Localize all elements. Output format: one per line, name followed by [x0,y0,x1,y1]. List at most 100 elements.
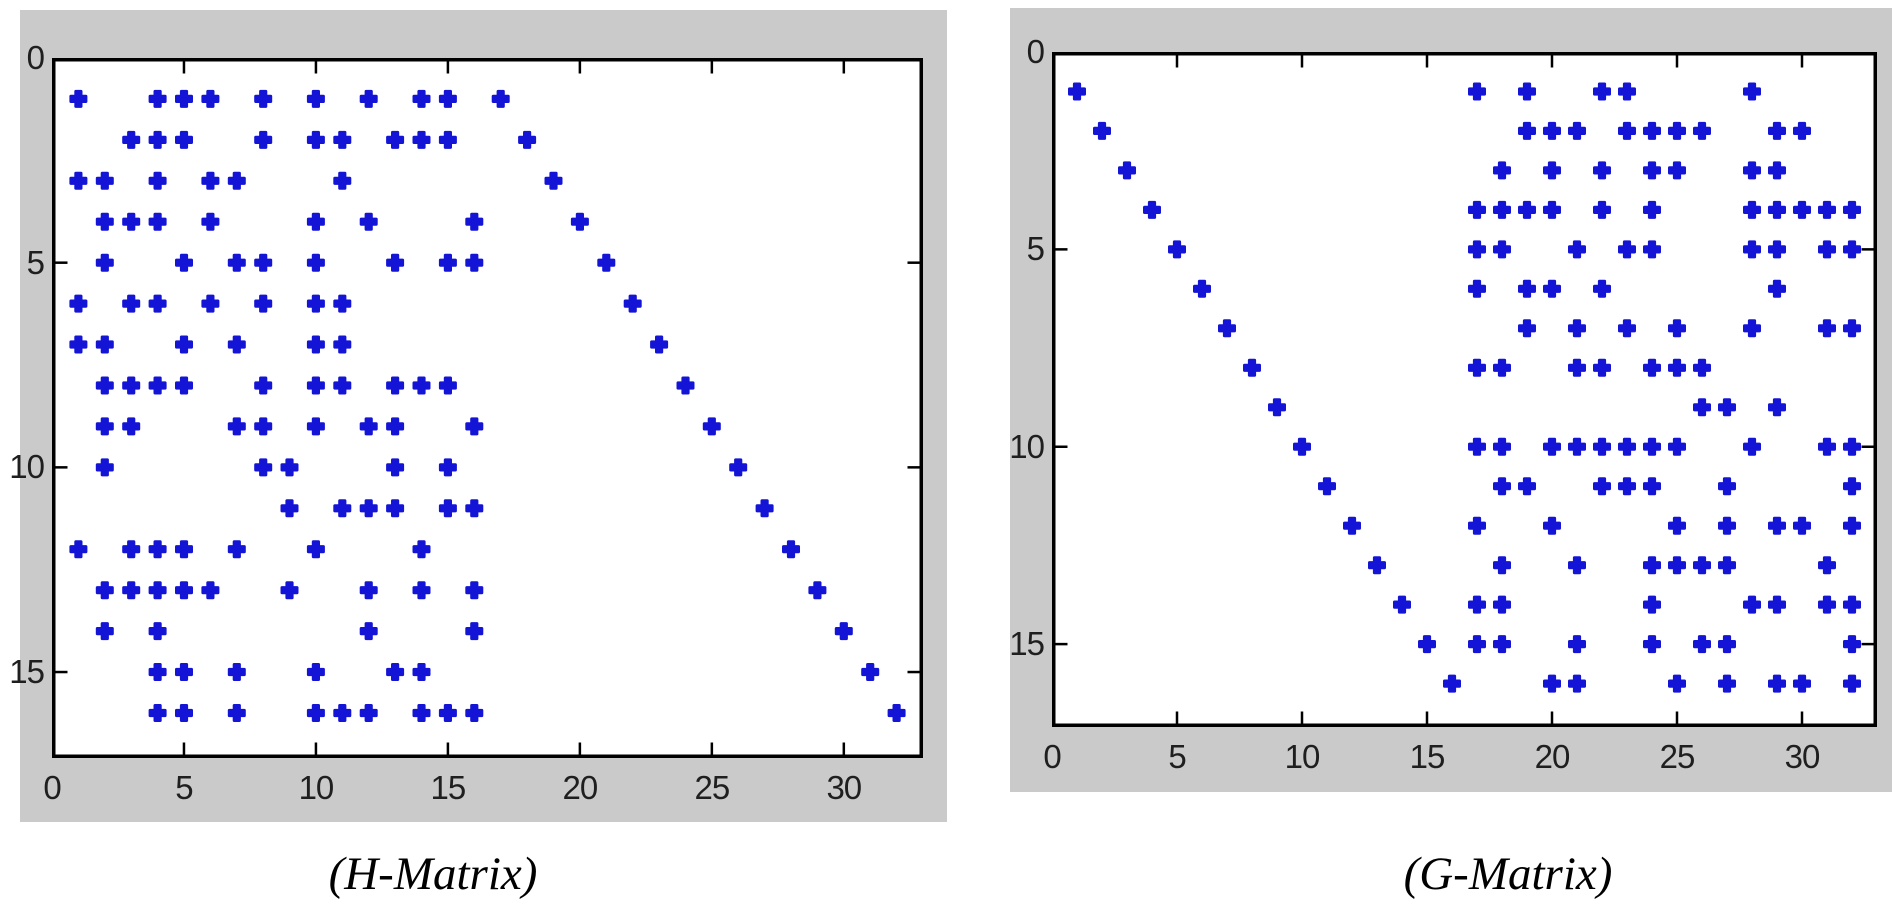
y-tick-label: 10 [9,448,45,486]
data-point [1743,82,1761,101]
data-point [1368,556,1386,575]
data-point [175,540,193,559]
data-point [465,253,484,272]
data-point [148,581,167,600]
data-point [1593,82,1611,101]
data-point [1668,674,1686,693]
data-point [1518,477,1536,496]
data-point [1793,121,1811,140]
data-point [386,253,405,272]
data-point [1768,398,1786,417]
data-point [1643,200,1661,219]
x-tick-label: 20 [562,769,599,806]
data-point [254,376,273,395]
data-point [1518,82,1536,101]
data-point [1843,200,1861,219]
data-point [1818,595,1836,614]
data-point [1643,161,1661,180]
data-point [1593,358,1611,377]
data-point [1493,437,1511,456]
data-point [1443,674,1461,693]
data-point [438,499,457,518]
data-point [386,663,405,681]
data-point [1493,556,1511,575]
y-tick-label: 15 [9,653,45,691]
data-point [227,171,246,190]
data-point [306,212,325,231]
x-tick-label: 15 [1409,738,1446,775]
data-point [122,540,141,559]
data-point [1743,595,1761,614]
data-point [175,130,193,149]
data-point [438,704,457,722]
data-point [438,458,457,477]
data-point [1468,200,1486,219]
data-point [1743,200,1761,219]
data-point [1493,358,1511,377]
data-point [1468,437,1486,456]
data-point [1768,161,1786,180]
data-point [1568,556,1586,575]
data-point [1468,516,1486,535]
data-point [201,581,220,600]
data-point [175,253,193,272]
data-point [306,376,325,395]
data-point [201,171,220,190]
data-point [1493,240,1511,259]
data-point [465,499,484,518]
data-point [306,335,325,354]
data-point [122,294,141,313]
data-point [359,581,378,600]
data-point [69,294,88,313]
data-point [254,89,273,108]
data-point [306,704,325,722]
data-point [175,335,193,354]
data-point [1193,279,1211,298]
data-point [1543,161,1561,180]
data-point [1543,516,1561,535]
data-point [148,89,167,108]
data-point [1818,200,1836,219]
data-point [1418,635,1436,654]
data-point [306,89,325,108]
data-point [306,130,325,149]
data-point [1768,200,1786,219]
axis-tick-marks [1055,55,1874,724]
data-point [1768,595,1786,614]
data-point [254,458,273,477]
data-point [359,212,378,231]
data-point [1168,240,1186,259]
data-point [1693,398,1711,417]
x-tick-label: 0 [1043,738,1061,775]
data-point [1768,121,1786,140]
data-point [69,171,88,190]
data-point [122,376,141,395]
data-point [1668,358,1686,377]
data-point [95,253,114,272]
data-point [1493,635,1511,654]
y-tick-label: 0 [26,39,45,76]
data-point [438,376,457,395]
scatter-points [1068,82,1861,693]
data-point [227,335,246,354]
data-point [412,130,431,149]
data-point [1643,477,1661,496]
data-point [280,499,299,518]
data-point [412,376,431,395]
data-point [1843,319,1861,338]
data-point [1493,477,1511,496]
data-point [148,130,167,149]
data-point [1743,240,1761,259]
data-point [1668,437,1686,456]
scatter-points [69,89,906,722]
data-point [201,212,220,231]
data-point [359,704,378,722]
data-point [412,704,431,722]
data-point [1643,437,1661,456]
data-point [1468,240,1486,259]
data-point [1693,635,1711,654]
data-point [1693,121,1711,140]
data-point [175,704,193,722]
y-tick-label: 0 [1026,33,1045,70]
data-point [359,499,378,518]
